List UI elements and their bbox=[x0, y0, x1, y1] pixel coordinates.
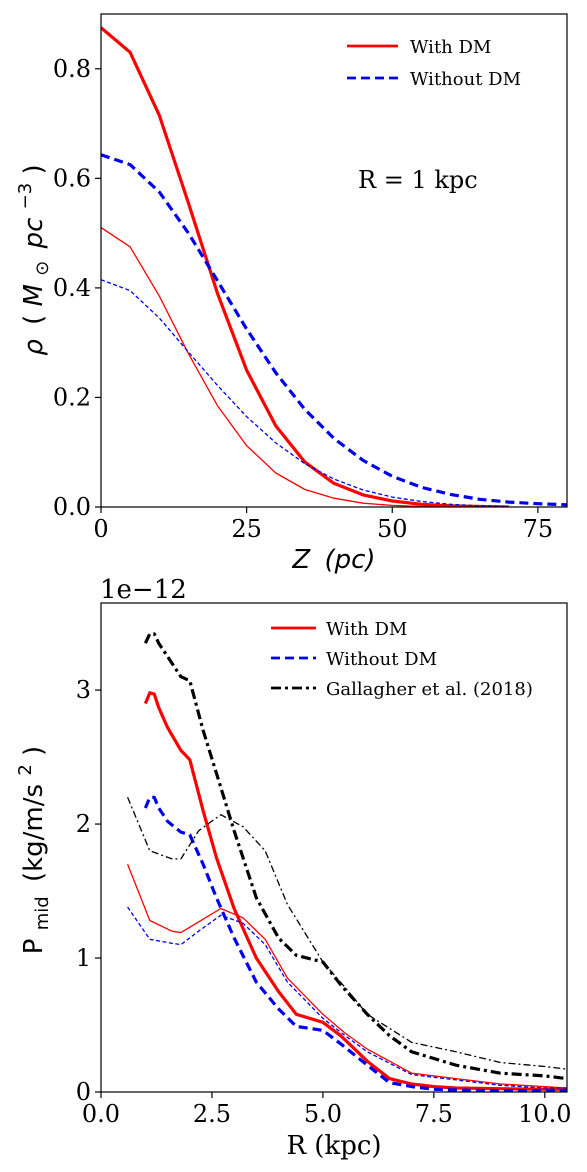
top-x-axis-label-unit: (pc) bbox=[324, 545, 375, 575]
top-y-axis-label-pc: pc bbox=[19, 218, 49, 250]
top-x-axis-label: Z (pc) bbox=[291, 545, 375, 575]
top-y-axis-label-sun: ⊙ bbox=[32, 261, 53, 276]
top-panel: 0 25 50 75 0.0 0.2 0.4 0.6 0.8 R = 1 kpc With D… bbox=[8, 13, 568, 575]
top-y-axis-label-rho: ρ bbox=[19, 339, 49, 356]
bottom-y-axis-label-p: P bbox=[19, 939, 49, 955]
x-tick-label: 2.5 bbox=[193, 1100, 231, 1128]
x-tick-label: 0.0 bbox=[82, 1100, 120, 1128]
series-line-without-dm-thin bbox=[127, 906, 567, 1089]
bottom-legend-label-gallagher: Gallagher et al. (2018) bbox=[326, 679, 533, 700]
bottom-y-axis-label-exp: 2 bbox=[15, 764, 36, 775]
bottom-y-axis-label-unit: (kg/m/s bbox=[19, 784, 49, 882]
bottom-y-axis-label: P mid (kg/m/s 2 ) bbox=[8, 746, 55, 954]
x-tick-label: 7.5 bbox=[415, 1100, 453, 1128]
bottom-y-axis-label-close: ) bbox=[19, 746, 49, 756]
series-line-with-dm-thin bbox=[126, 863, 567, 1089]
bottom-y-axis-label-sub: mid bbox=[32, 896, 53, 930]
top-x-axis-label-var: Z bbox=[291, 545, 311, 575]
top-plot-area bbox=[101, 26, 567, 507]
top-y-axis-label-m: M bbox=[19, 284, 49, 306]
top-y-axis-label-exp: −3 bbox=[15, 183, 36, 210]
series-line-gallagher-et-al-2018-thick bbox=[143, 632, 567, 1081]
series-line-with-dm-thick bbox=[101, 26, 509, 507]
bottom-plot-area bbox=[126, 632, 567, 1092]
y-tick-label: 3 bbox=[76, 676, 91, 704]
y-tick-label: 0.4 bbox=[53, 274, 91, 302]
top-legend-label-with-dm: With DM bbox=[410, 37, 491, 58]
x-tick-label: 75 bbox=[523, 515, 554, 543]
y-tick-label: 0.2 bbox=[53, 383, 91, 411]
series-line-without-dm-thick bbox=[101, 153, 567, 507]
top-axes-frame bbox=[100, 13, 568, 508]
bottom-y-ticks: 0 1 2 3 bbox=[76, 676, 101, 1106]
series-line-with-dm-thick bbox=[143, 691, 567, 1091]
top-y-axis-label: ρ ( M ⊙ pc −3 ) bbox=[8, 164, 55, 355]
series-line-without-dm-thick bbox=[143, 795, 567, 1092]
series-line-with-dm-thin bbox=[101, 227, 451, 507]
top-x-ticks: 0 25 50 75 bbox=[93, 507, 553, 543]
bottom-axes-frame bbox=[100, 602, 568, 1093]
y-tick-label: 0.0 bbox=[53, 493, 91, 521]
y-tick-label: 1 bbox=[76, 944, 91, 972]
bottom-x-ticks: 0.0 2.5 5.0 7.5 10.0 bbox=[82, 1092, 572, 1128]
series-line-gallagher-et-al-2018-thin bbox=[126, 797, 567, 1070]
bottom-legend: With DM Without DM Gallagher et al. (201… bbox=[271, 619, 533, 700]
x-tick-label: 50 bbox=[377, 515, 408, 543]
top-legend-label-without-dm: Without DM bbox=[410, 69, 521, 90]
bottom-x-axis-label: R (kpc) bbox=[286, 1131, 381, 1161]
bottom-legend-label-with-dm: With DM bbox=[326, 619, 407, 640]
y-tick-label: 2 bbox=[76, 810, 91, 838]
x-tick-label: 0 bbox=[93, 515, 108, 543]
series-line-without-dm-thin bbox=[101, 279, 509, 507]
x-tick-label: 5.0 bbox=[304, 1100, 342, 1128]
top-annotation: R = 1 kpc bbox=[358, 166, 478, 194]
x-tick-label: 10.0 bbox=[518, 1100, 571, 1128]
top-y-ticks: 0.0 0.2 0.4 0.6 0.8 bbox=[53, 55, 101, 521]
top-legend: With DM Without DM bbox=[347, 37, 521, 90]
y-tick-label: 0.6 bbox=[53, 164, 91, 192]
y-tick-label: 0.8 bbox=[53, 55, 91, 83]
bottom-legend-label-without-dm: Without DM bbox=[326, 649, 437, 670]
y-tick-label: 0 bbox=[76, 1078, 91, 1106]
bottom-panel: 1e−12 0.0 2.5 5.0 7.5 10.0 0 1 2 3 With DM With… bbox=[8, 575, 572, 1161]
bottom-offset-text: 1e−12 bbox=[100, 575, 187, 605]
x-tick-label: 25 bbox=[231, 515, 262, 543]
